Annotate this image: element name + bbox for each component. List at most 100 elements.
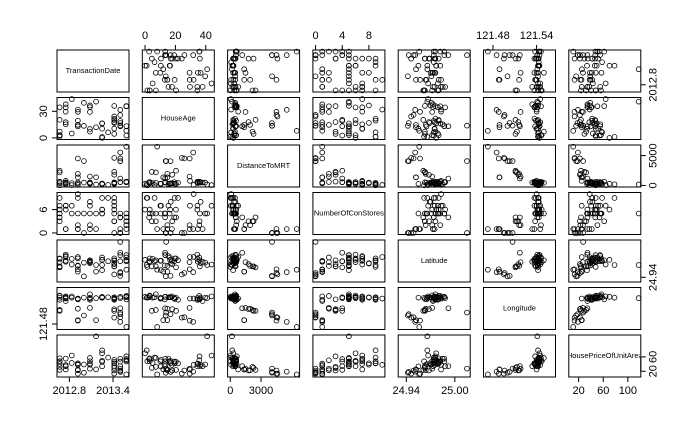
point bbox=[153, 257, 159, 264]
panel-group bbox=[56, 191, 130, 236]
point bbox=[512, 87, 519, 94]
variable-name: HouseAge bbox=[161, 113, 196, 122]
point bbox=[239, 214, 245, 221]
point bbox=[167, 230, 174, 236]
point bbox=[229, 62, 236, 69]
panel bbox=[141, 192, 215, 235]
point bbox=[166, 210, 173, 217]
point bbox=[534, 210, 541, 217]
point bbox=[587, 179, 593, 186]
point bbox=[372, 297, 379, 303]
point bbox=[190, 191, 197, 197]
point bbox=[442, 104, 448, 111]
point bbox=[372, 354, 379, 361]
point bbox=[439, 202, 446, 209]
point bbox=[326, 179, 332, 185]
point bbox=[424, 195, 431, 201]
point bbox=[359, 182, 366, 188]
point bbox=[319, 128, 326, 134]
point bbox=[430, 132, 437, 139]
point bbox=[352, 135, 359, 141]
point bbox=[319, 109, 326, 115]
point bbox=[319, 52, 326, 58]
point bbox=[117, 210, 124, 217]
point bbox=[535, 69, 541, 76]
point bbox=[366, 361, 372, 368]
point bbox=[586, 191, 593, 197]
point bbox=[537, 226, 544, 232]
point bbox=[352, 87, 359, 94]
point bbox=[87, 199, 93, 205]
point bbox=[571, 230, 578, 236]
point bbox=[171, 52, 177, 58]
point bbox=[178, 230, 185, 236]
point bbox=[228, 352, 234, 359]
point bbox=[430, 48, 437, 55]
point bbox=[433, 350, 440, 357]
panel-group bbox=[227, 191, 301, 236]
point bbox=[435, 55, 442, 62]
point bbox=[501, 55, 507, 62]
point bbox=[580, 239, 586, 245]
point bbox=[208, 182, 215, 188]
point bbox=[346, 359, 352, 365]
point bbox=[178, 314, 185, 321]
point bbox=[570, 143, 577, 150]
point bbox=[123, 210, 130, 217]
point bbox=[346, 120, 352, 127]
point bbox=[75, 361, 81, 368]
point bbox=[332, 128, 339, 135]
point bbox=[186, 266, 193, 273]
point bbox=[75, 268, 81, 275]
point bbox=[93, 98, 99, 105]
panel-group bbox=[568, 96, 642, 141]
point bbox=[123, 226, 130, 232]
point bbox=[635, 210, 642, 217]
point bbox=[232, 195, 238, 201]
point bbox=[346, 254, 352, 261]
point bbox=[424, 294, 431, 301]
point bbox=[339, 258, 346, 265]
point bbox=[319, 124, 326, 131]
point bbox=[81, 100, 87, 106]
point bbox=[196, 178, 203, 185]
point bbox=[571, 317, 578, 324]
point bbox=[412, 149, 418, 156]
point bbox=[93, 268, 99, 275]
point bbox=[584, 226, 591, 232]
point bbox=[75, 191, 81, 197]
point bbox=[602, 80, 609, 87]
point bbox=[68, 180, 75, 186]
point bbox=[589, 55, 595, 62]
point bbox=[143, 347, 150, 354]
point bbox=[319, 298, 326, 304]
point bbox=[250, 218, 257, 225]
point bbox=[153, 218, 159, 225]
point bbox=[535, 347, 541, 354]
point bbox=[123, 353, 130, 360]
point bbox=[196, 296, 203, 303]
point bbox=[422, 171, 429, 177]
point bbox=[117, 120, 124, 126]
point bbox=[593, 120, 600, 127]
point bbox=[416, 143, 423, 150]
point bbox=[346, 98, 352, 105]
point bbox=[62, 179, 69, 186]
point bbox=[435, 80, 441, 87]
point bbox=[319, 149, 326, 156]
point bbox=[87, 222, 93, 228]
point bbox=[408, 55, 414, 62]
point bbox=[81, 123, 87, 129]
point bbox=[346, 132, 352, 138]
point bbox=[93, 317, 99, 323]
point bbox=[186, 222, 193, 228]
point bbox=[512, 131, 519, 137]
point bbox=[117, 158, 124, 164]
point bbox=[606, 62, 613, 69]
point bbox=[417, 370, 423, 377]
point bbox=[346, 62, 352, 69]
point bbox=[584, 175, 591, 182]
point bbox=[269, 120, 275, 126]
point bbox=[75, 210, 81, 217]
point bbox=[123, 257, 130, 264]
